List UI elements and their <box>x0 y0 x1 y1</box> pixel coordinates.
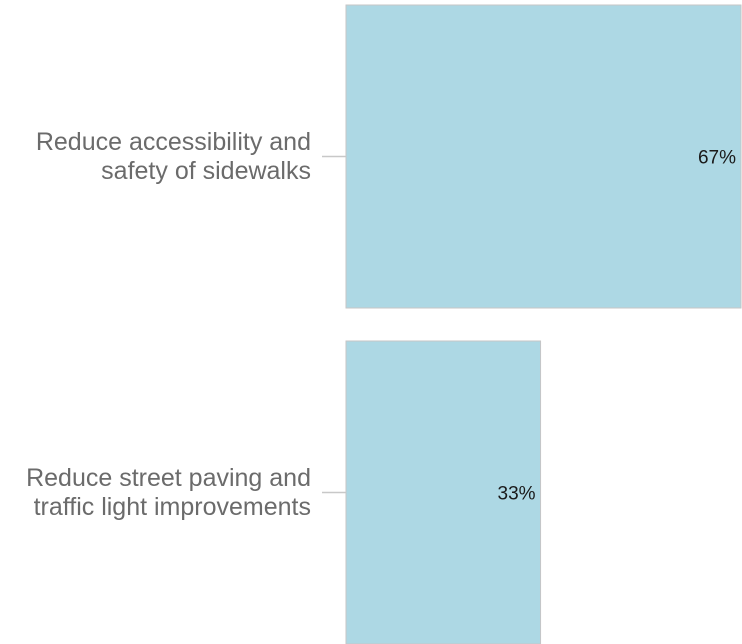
value-label-street-paving: 33% <box>498 484 536 505</box>
bar-sidewalks <box>345 4 742 309</box>
value-label-sidewalks: 67% <box>698 148 736 169</box>
category-label-sidewalks: Reduce accessibility and safety of sidewa… <box>36 128 311 185</box>
bar-street-paving <box>345 340 542 644</box>
category-label-street-paving: Reduce street paving and traffic light im… <box>26 464 311 521</box>
